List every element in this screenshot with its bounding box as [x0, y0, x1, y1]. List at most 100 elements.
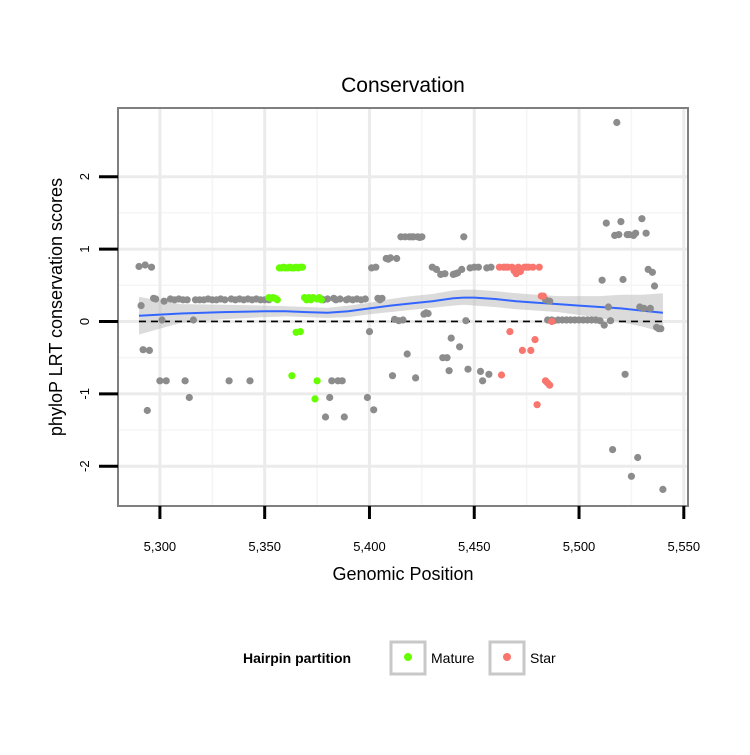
point-mature	[317, 296, 325, 304]
point-other	[189, 316, 197, 324]
point-other	[606, 317, 615, 325]
point-other	[648, 268, 657, 276]
point-other	[338, 377, 346, 385]
y-axis-title: phyloP LRT conservation scores	[46, 178, 66, 436]
point-other	[600, 321, 608, 329]
point-other	[441, 270, 449, 278]
point-other	[604, 303, 613, 311]
point-mature	[296, 328, 304, 336]
point-other	[424, 309, 432, 318]
point-other	[143, 406, 151, 415]
point-other	[137, 302, 145, 310]
confidence-band	[139, 289, 663, 335]
point-other	[657, 325, 665, 333]
point-mature	[298, 263, 306, 271]
point-other	[181, 377, 189, 385]
legend-marker-mature	[404, 653, 412, 661]
point-star	[531, 336, 539, 344]
point-other	[432, 265, 441, 273]
point-other	[225, 377, 233, 385]
chart-title: Conservation	[341, 74, 465, 97]
legend-label-mature: Mature	[431, 650, 475, 666]
point-other	[456, 343, 464, 351]
smooth-line	[138, 296, 664, 317]
point-other	[443, 354, 451, 362]
point-other	[370, 406, 378, 414]
point-other	[326, 393, 334, 402]
point-other	[328, 377, 336, 385]
x-tick-label: 5,550	[668, 539, 701, 554]
point-other	[474, 263, 482, 271]
legend-marker-star	[503, 653, 511, 661]
confidence-band-group	[139, 289, 663, 335]
point-other	[487, 263, 495, 271]
point-other	[162, 377, 170, 385]
point-other	[464, 365, 472, 373]
y-tick-label: -1	[77, 388, 92, 400]
point-other	[361, 295, 369, 303]
point-other	[617, 218, 625, 226]
point-other	[609, 446, 617, 454]
point-other	[386, 254, 394, 262]
point-other	[403, 350, 411, 358]
point-other	[485, 370, 493, 378]
x-axis-title: Genomic Position	[332, 564, 473, 584]
point-other	[462, 317, 470, 325]
point-other	[324, 295, 332, 303]
point-other	[158, 316, 166, 324]
point-other	[447, 334, 455, 342]
point-other	[638, 215, 646, 223]
point-other	[659, 485, 667, 493]
point-other	[646, 304, 654, 312]
point-star	[533, 401, 541, 409]
point-other	[412, 374, 420, 382]
point-mature	[313, 377, 321, 385]
y-tick-label: 2	[77, 173, 92, 180]
point-star	[539, 292, 548, 300]
point-other	[460, 233, 468, 241]
point-other	[479, 377, 487, 385]
point-mature	[311, 395, 319, 403]
point-other	[598, 276, 606, 284]
point-other	[546, 297, 554, 305]
point-other	[458, 265, 466, 273]
legend-key-star	[488, 640, 526, 676]
point-other	[399, 316, 407, 324]
legend: Hairpin partition Mature Star	[243, 640, 556, 676]
point-other	[627, 472, 636, 480]
point-other	[147, 263, 156, 271]
point-other	[634, 453, 642, 462]
point-other	[476, 367, 485, 375]
point-star	[546, 381, 554, 389]
point-other	[141, 261, 149, 269]
point-other	[650, 282, 659, 290]
y-axis: -2 -1 0 1 2	[77, 173, 118, 472]
point-other	[642, 229, 650, 237]
x-tick-label: 5,500	[563, 539, 596, 554]
point-other	[365, 328, 374, 336]
x-tick-label: 5,350	[248, 539, 281, 554]
legend-label-star: Star	[530, 650, 556, 666]
x-tick-label: 5,300	[144, 539, 177, 554]
point-other	[152, 295, 160, 303]
point-other	[363, 393, 371, 402]
point-mature	[273, 296, 281, 304]
y-tick-label: -2	[77, 460, 92, 472]
point-star	[497, 371, 506, 379]
point-other	[221, 296, 229, 304]
point-mature	[288, 372, 296, 380]
point-other	[393, 254, 401, 263]
point-other	[602, 219, 610, 227]
x-tick-label: 5,400	[353, 539, 386, 554]
x-axis: 5,300 5,350 5,400 5,450 5,500 5,550	[144, 506, 700, 554]
point-other	[183, 296, 191, 304]
point-other	[640, 304, 648, 312]
point-other	[321, 413, 330, 421]
point-star	[527, 346, 535, 354]
point-other	[145, 346, 153, 354]
point-other	[613, 118, 621, 127]
point-other	[156, 377, 164, 385]
point-star	[506, 328, 514, 336]
